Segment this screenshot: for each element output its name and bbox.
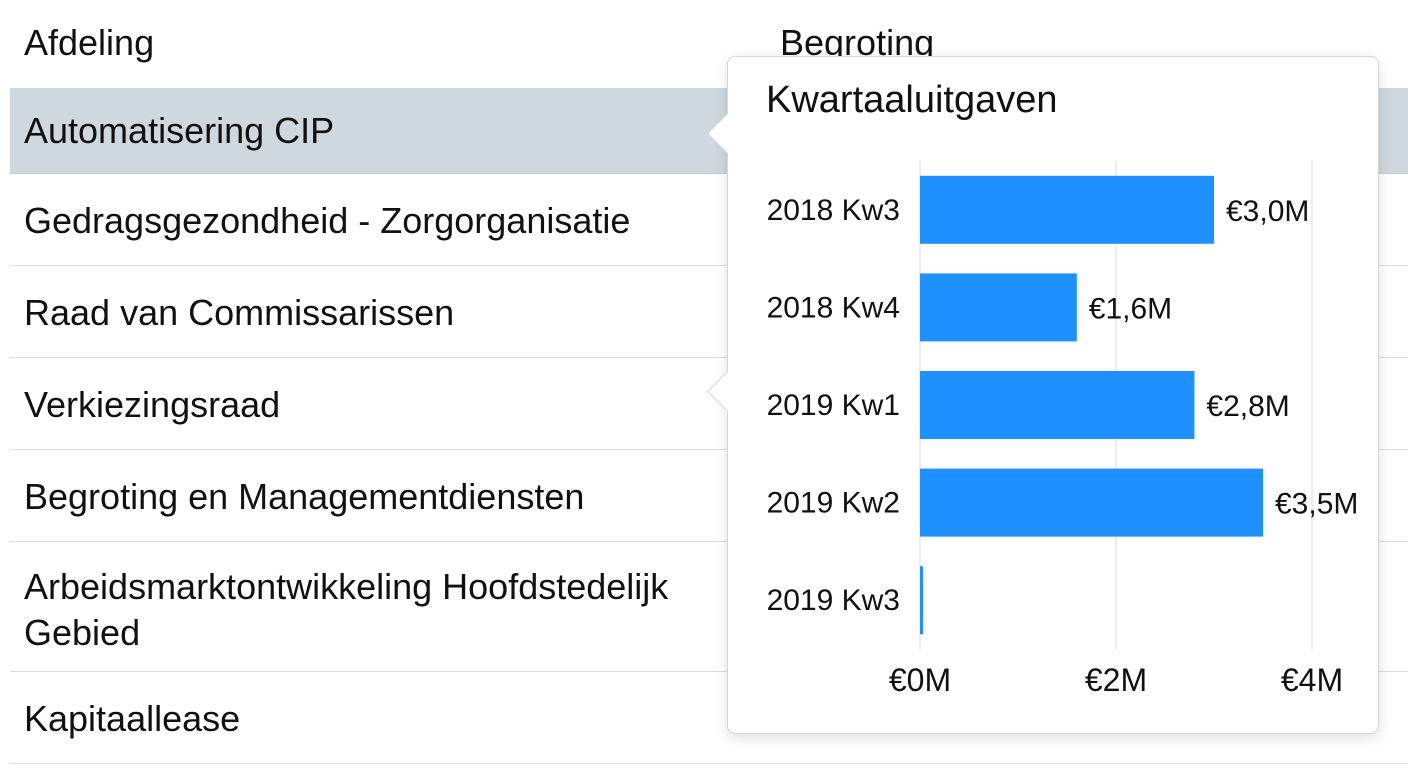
department-cell: Kapitaallease: [24, 698, 241, 739]
category-label: 2019 Kw3: [767, 584, 900, 617]
department-cell: Verkiezingsraad: [24, 384, 281, 425]
bar[interactable]: [920, 371, 1195, 439]
bar-value-label: €3,5M: [1275, 488, 1358, 521]
column-header-department[interactable]: Afdeling: [24, 22, 155, 63]
bar[interactable]: [920, 468, 1263, 537]
x-tick-label: €2M: [1085, 662, 1147, 698]
bar[interactable]: [920, 273, 1077, 342]
table-row[interactable]: Raad van Commissarissen: [10, 266, 1408, 358]
department-cell: Begroting en Managementdiensten: [24, 476, 585, 517]
bar[interactable]: [920, 566, 923, 635]
popover-title: Kwartaaluitgaven: [766, 79, 1058, 121]
table-row[interactable]: Kapitaallease: [10, 672, 1408, 764]
category-label: 2019 Kw1: [767, 389, 900, 422]
table-header: Afdeling Begroting: [10, 0, 1408, 88]
quarterly-spending-chart: €0M €2M €4M 2018 Kw3 €3,0M 2018 Kw4 €1,6M 2019 …: [767, 161, 1358, 698]
x-tick-label: €4M: [1281, 662, 1343, 698]
department-cell: Automatisering CIP: [24, 110, 335, 151]
category-label: 2019 Kw2: [767, 487, 900, 520]
category-label: 2018 Kw4: [767, 291, 900, 324]
table-row[interactable]: Begroting en Managementdiensten: [10, 450, 1408, 542]
department-cell: Raad van Commissarissen: [24, 292, 455, 333]
department-cell: Arbeidsmarktontwikkeling Hoofdstedelijk …: [24, 566, 669, 653]
table-row[interactable]: Gedragsgezondheid - Zorgorganisatie: [10, 174, 1408, 266]
x-tick-label: €0M: [889, 662, 951, 698]
bar[interactable]: [920, 175, 1214, 244]
bar-value-label: €3,0M: [1226, 195, 1309, 228]
department-cell: Gedragsgezondheid - Zorgorganisatie: [24, 200, 631, 241]
category-label: 2018 Kw3: [767, 194, 900, 227]
table-row[interactable]: Verkiezingsraad: [10, 358, 1408, 450]
bar-value-label: €1,6M: [1089, 292, 1172, 325]
table-row[interactable]: Arbeidsmarktontwikkeling Hoofdstedelijk …: [10, 542, 1408, 672]
bar-value-label: €2,8M: [1206, 390, 1289, 423]
spending-popover: Kwartaaluitgaven €0M €2M €4M 2018 Kw3 €3,0M 2…: [706, 56, 1379, 734]
